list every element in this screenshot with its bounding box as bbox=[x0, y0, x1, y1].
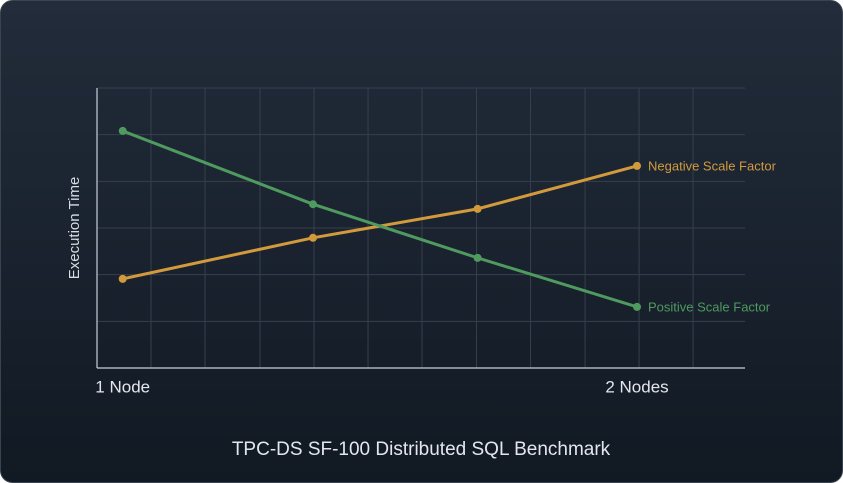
x-tick-label: 2 Nodes bbox=[605, 377, 668, 396]
data-point bbox=[309, 200, 317, 209]
data-point bbox=[118, 274, 127, 283]
data-point bbox=[633, 302, 641, 311]
legend-label: Negative Scale Factor bbox=[648, 158, 777, 173]
data-point bbox=[473, 253, 482, 262]
data-point bbox=[633, 161, 641, 170]
chart-title: TPC-DS SF-100 Distributed SQL Benchmark bbox=[232, 439, 611, 460]
legend-label: Positive Scale Factor bbox=[648, 299, 771, 314]
data-point bbox=[309, 233, 317, 242]
series-line bbox=[122, 129, 638, 309]
data-point bbox=[473, 204, 482, 213]
x-tick-label: 1 Node bbox=[95, 377, 150, 396]
data-point bbox=[118, 126, 127, 135]
series-line bbox=[122, 164, 638, 281]
y-axis-label: Execution Time bbox=[66, 177, 83, 280]
